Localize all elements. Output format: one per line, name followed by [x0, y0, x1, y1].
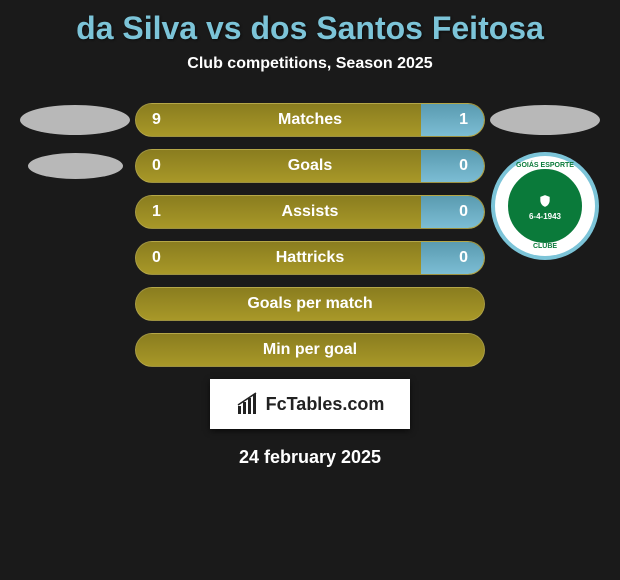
- left-team-logo-placeholder-small: [28, 153, 123, 179]
- stat-bar: 9 Matches 1: [135, 103, 485, 137]
- agg-bar-mpg: Min per goal: [135, 333, 485, 367]
- right-team-logo-slot: [485, 103, 605, 137]
- club-badge: GOIÁS ESPORTE 6-4-1943 CLUBE: [495, 156, 595, 256]
- stat-label: Goals: [136, 157, 484, 175]
- comparison-widget: da Silva vs dos Santos Feitosa Club comp…: [0, 0, 620, 468]
- stat-right-value: 0: [459, 203, 468, 221]
- club-badge-inner: 6-4-1943: [505, 166, 585, 246]
- footer-date: 24 february 2025: [0, 447, 620, 468]
- stat-label: Hattricks: [136, 249, 484, 267]
- left-spacer: [15, 195, 135, 229]
- left-spacer: [15, 241, 135, 275]
- left-team-logo-slot: [15, 103, 135, 137]
- stat-right-value: 0: [459, 157, 468, 175]
- page-title: da Silva vs dos Santos Feitosa: [0, 10, 620, 47]
- left-team-logo-placeholder: [20, 105, 130, 135]
- stat-right-value: 1: [459, 111, 468, 129]
- agg-bar-gpm: Goals per match: [135, 287, 485, 321]
- agg-label: Min per goal: [136, 341, 484, 359]
- badge-top-text: GOIÁS ESPORTE: [516, 162, 574, 169]
- stat-bar: 1 Assists 0: [135, 195, 485, 229]
- stat-row-goals: 0 Goals 0 GOIÁS ESPORTE 6-4-1943 CLUBE: [0, 149, 620, 183]
- fctables-attribution[interactable]: FcTables.com: [210, 379, 410, 429]
- badge-date: 6-4-1943: [529, 212, 561, 221]
- stat-bar: 0 Goals 0: [135, 149, 485, 183]
- bar-chart-icon: [236, 392, 260, 416]
- page-subtitle: Club competitions, Season 2025: [0, 55, 620, 73]
- right-team-logo-placeholder: [490, 105, 600, 135]
- fctables-label: FcTables.com: [266, 394, 385, 415]
- stat-bar: 0 Hattricks 0: [135, 241, 485, 275]
- shield-icon: [538, 192, 552, 210]
- badge-bottom-text: CLUBE: [533, 243, 557, 250]
- stat-row-matches: 9 Matches 1: [0, 103, 620, 137]
- left-team-logo-slot: [15, 149, 135, 183]
- stat-label: Assists: [136, 203, 484, 221]
- agg-label: Goals per match: [136, 295, 484, 313]
- stat-label: Matches: [136, 111, 484, 129]
- stat-right-value: 0: [459, 249, 468, 267]
